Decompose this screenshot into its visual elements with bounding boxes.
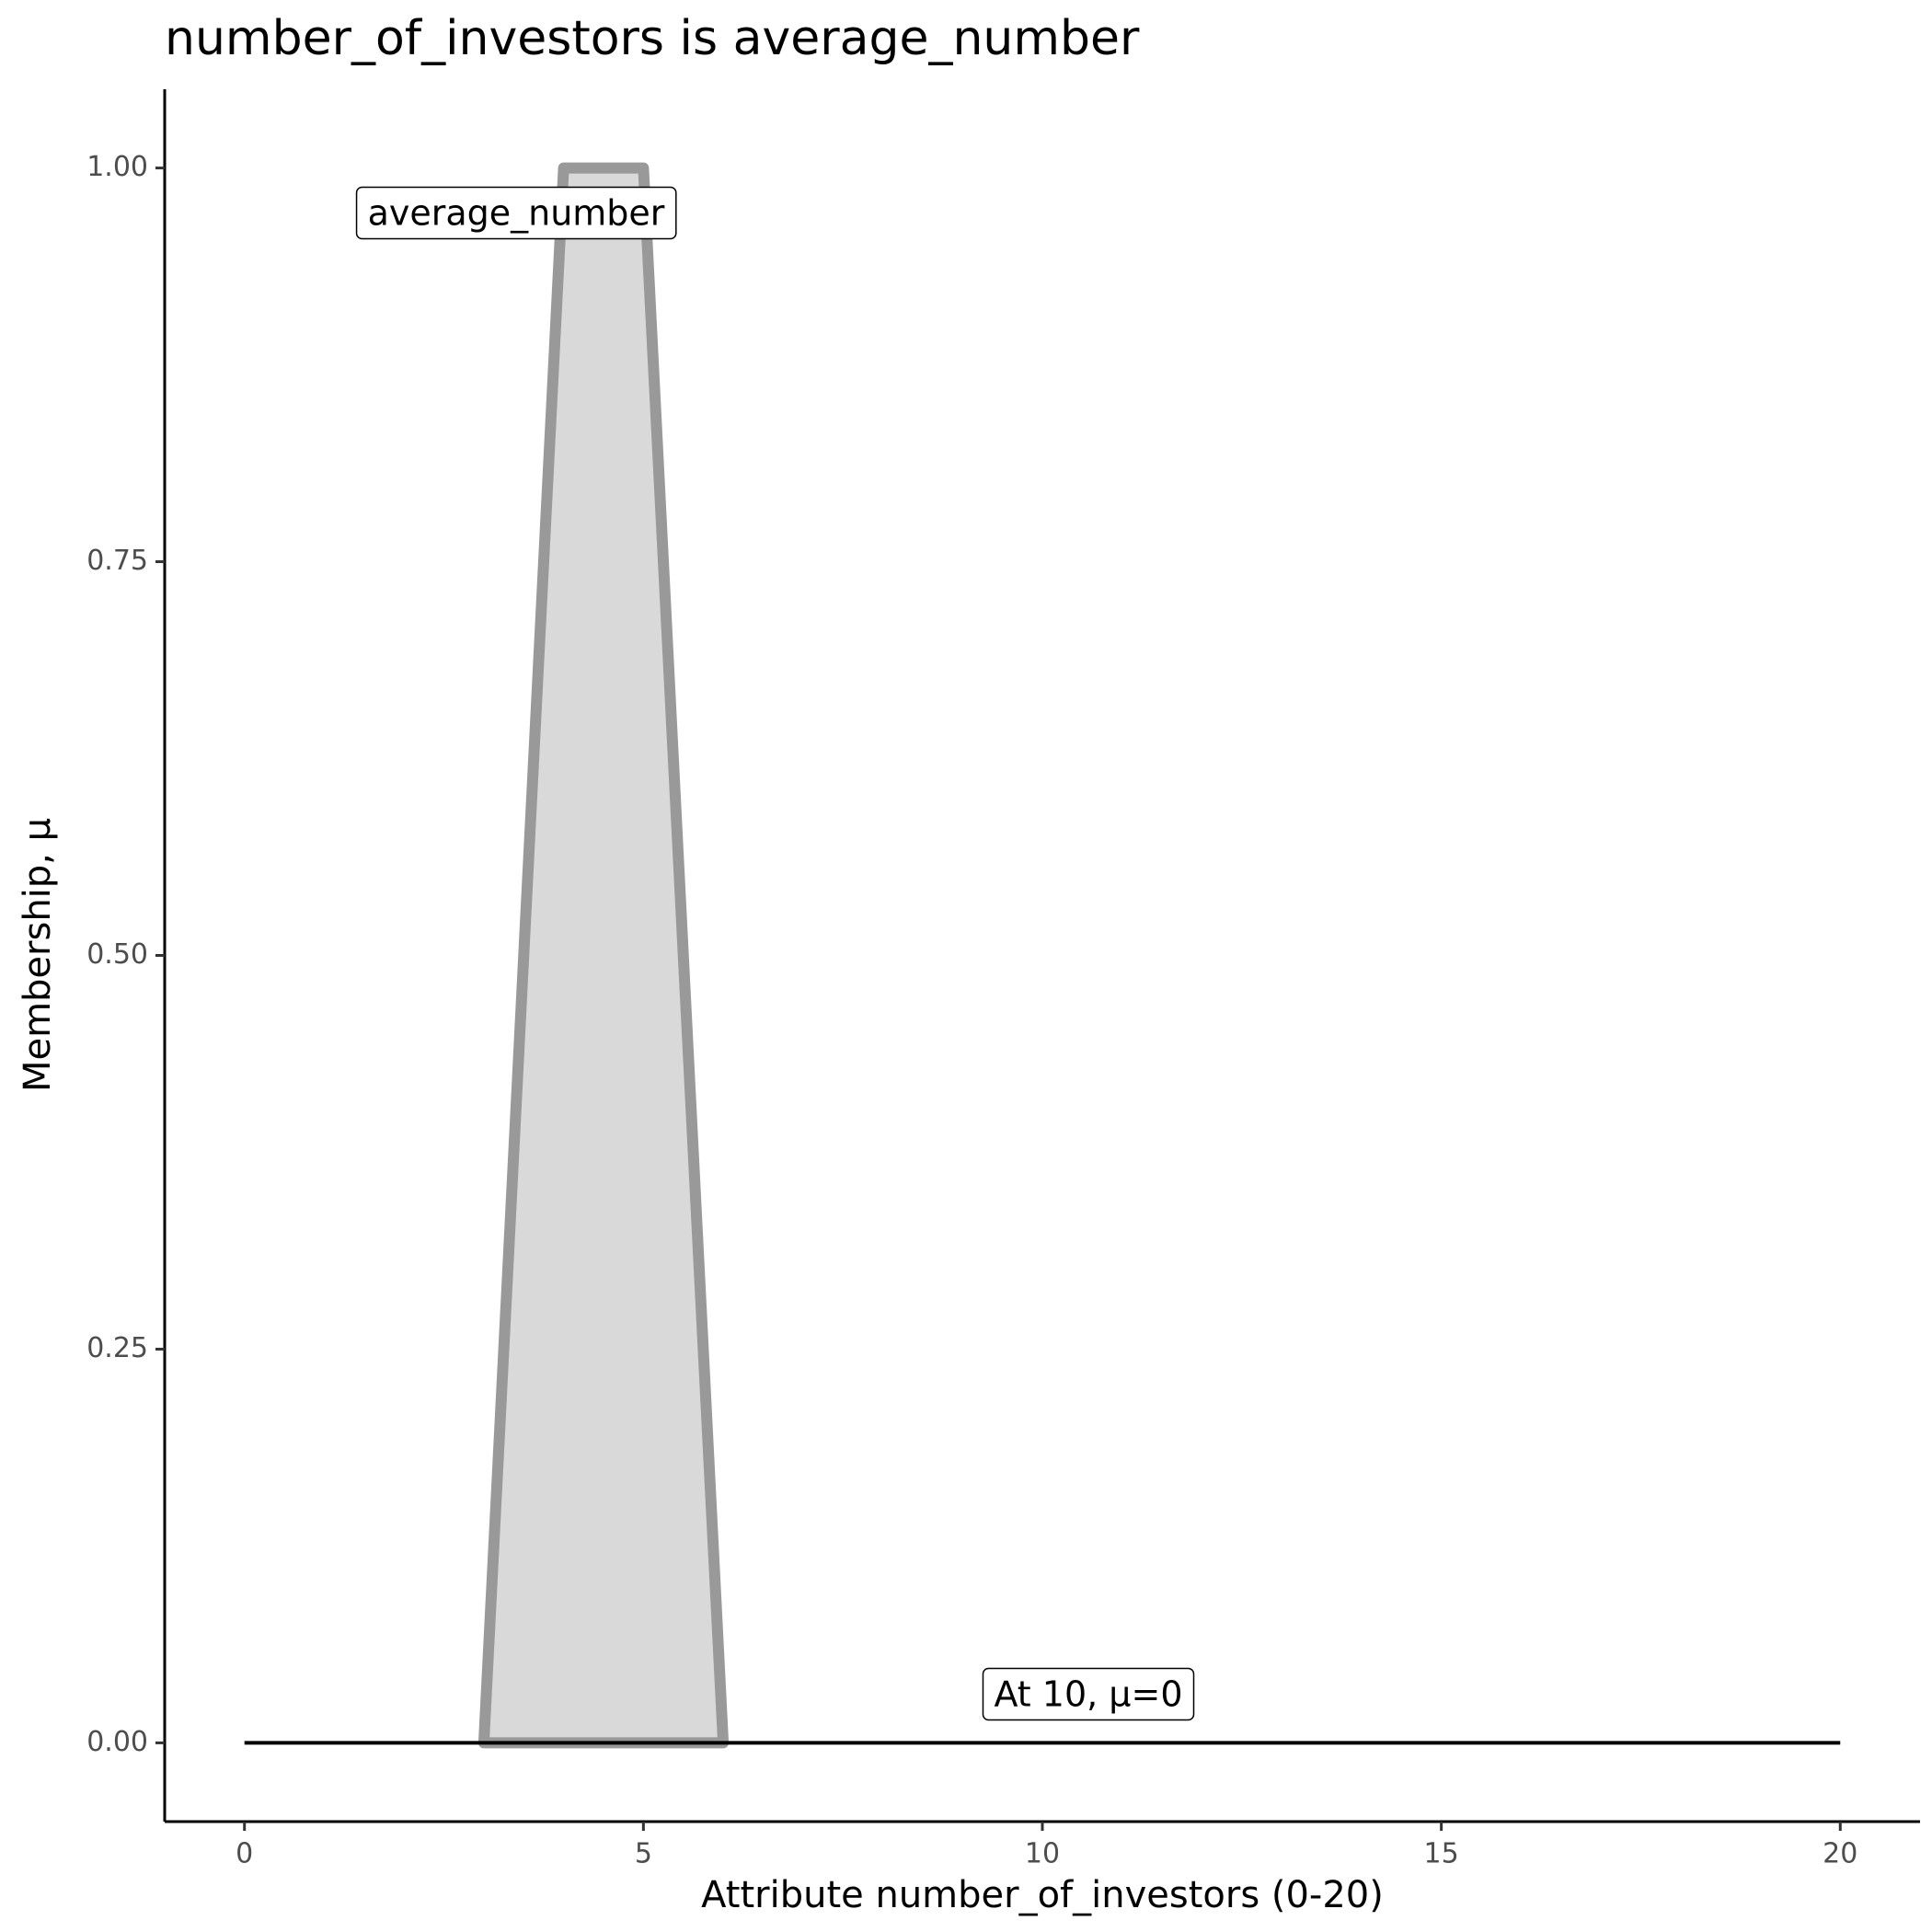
y-tick-label: 0.75: [86, 545, 148, 577]
y-axis-label: Membership, μ: [17, 818, 59, 1092]
annotation: At 10, μ=0: [994, 1674, 1182, 1715]
chart-title: number_of_investors is average_number: [165, 11, 1140, 66]
y-tick-label: 1.00: [86, 151, 148, 183]
x-tick-label: 5: [635, 1838, 652, 1870]
x-tick-label: 10: [1025, 1838, 1060, 1870]
x-tick-label: 0: [236, 1838, 253, 1870]
series-label: average_number: [368, 193, 665, 234]
membership-area: [477, 162, 730, 1749]
y-tick-label: 0.50: [86, 938, 148, 971]
y-tick-label: 0.25: [86, 1332, 148, 1364]
x-tick-label: 15: [1424, 1838, 1459, 1870]
y-tick-label: 0.00: [86, 1726, 148, 1758]
series-label-box: [355, 186, 677, 240]
x-tick-label: 20: [1823, 1838, 1857, 1870]
x-axis-label: Attribute number_of_investors (0-20): [701, 1874, 1384, 1916]
annotation-box: [982, 1667, 1195, 1721]
